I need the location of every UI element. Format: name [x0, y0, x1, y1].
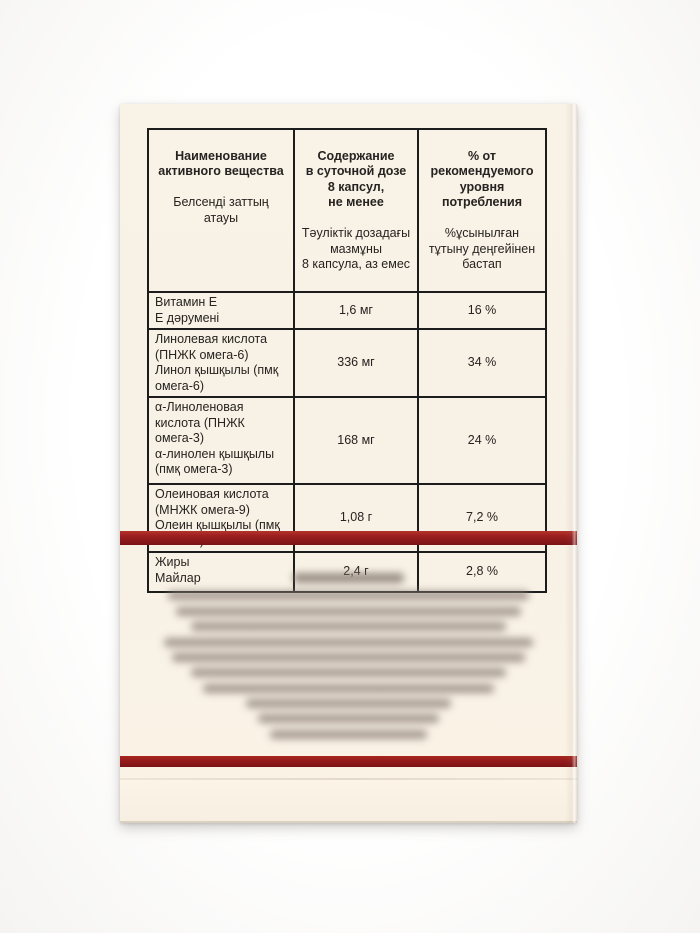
header-cell-name: Наименование активного вещества Белсенді…: [147, 128, 295, 293]
nutrition-table: Наименование активного вещества Белсенді…: [147, 128, 547, 593]
substance-name: Линолевая кислота (ПНЖК омега-6) Линол қ…: [147, 328, 295, 398]
table-row: Жиры Майлар 2,4 г 2,8 %: [147, 551, 547, 593]
blurred-text-line: [269, 729, 428, 739]
substance-name: Витамин Е Е дәрумені: [147, 291, 295, 330]
table-row: α-Линоленовая кислота (ПНЖК омега-3) α-л…: [147, 396, 547, 485]
header-title-ru: % от рекомендуемого уровня потребления: [430, 148, 534, 210]
table-row: Линолевая кислота (ПНЖК омега-6) Линол қ…: [147, 328, 547, 398]
red-stripe-top: [120, 531, 577, 545]
substance-name: α-Линоленовая кислота (ПНЖК омега-3) α-л…: [147, 396, 295, 485]
blurred-text-line: [203, 683, 494, 693]
box-right-fold: [565, 104, 577, 823]
blurred-text-line: [246, 699, 451, 708]
blurred-text-line: [163, 637, 534, 647]
amount-value: 2,4 г: [293, 551, 419, 593]
header-subtitle-kz: %ұсынылған тұтыну деңгейінен бастап: [428, 226, 536, 271]
amount-value: 1,6 мг: [293, 291, 419, 330]
amount-value: 336 мг: [293, 328, 419, 398]
amount-value: 168 мг: [293, 396, 419, 485]
header-cell-amount: Содержание в суточной дозе 8 капсул, не …: [293, 128, 419, 293]
blurred-text-line: [167, 591, 530, 601]
product-box: Наименование активного вещества Белсенді…: [120, 104, 577, 823]
table-header-row: Наименование активного вещества Белсенді…: [147, 128, 547, 293]
header-title-ru: Содержание в суточной дозе 8 капсул, не …: [305, 148, 407, 210]
blurred-text-line: [175, 606, 522, 616]
box-fold-crease: [120, 778, 577, 780]
percent-value: 16 %: [417, 291, 547, 330]
red-stripe-bottom: [120, 756, 577, 767]
table-row: Витамин Е Е дәрумені 1,6 мг 16 %: [147, 291, 547, 330]
percent-value: 34 %: [417, 328, 547, 398]
header-subtitle-kz: Тәуліктік дозадағы мазмұны 8 капсула, аз…: [301, 226, 411, 271]
header-subtitle-kz: Белсенді заттың атауы: [173, 195, 269, 225]
blurred-text-line: [293, 573, 404, 584]
blurred-text-line: [171, 652, 526, 662]
blurred-text-line: [191, 622, 506, 632]
blurred-text-line: [258, 714, 439, 724]
substance-name: Жиры Майлар: [147, 551, 295, 593]
percent-value: 2,8 %: [417, 551, 547, 593]
percent-value: 24 %: [417, 396, 547, 485]
blurred-text-line: [191, 668, 506, 678]
header-title-ru: Наименование активного вещества: [158, 148, 284, 179]
blurred-text-block: [120, 556, 577, 756]
header-cell-percent: % от рекомендуемого уровня потребления %…: [417, 128, 547, 293]
box-bottom-flap: [120, 780, 577, 823]
